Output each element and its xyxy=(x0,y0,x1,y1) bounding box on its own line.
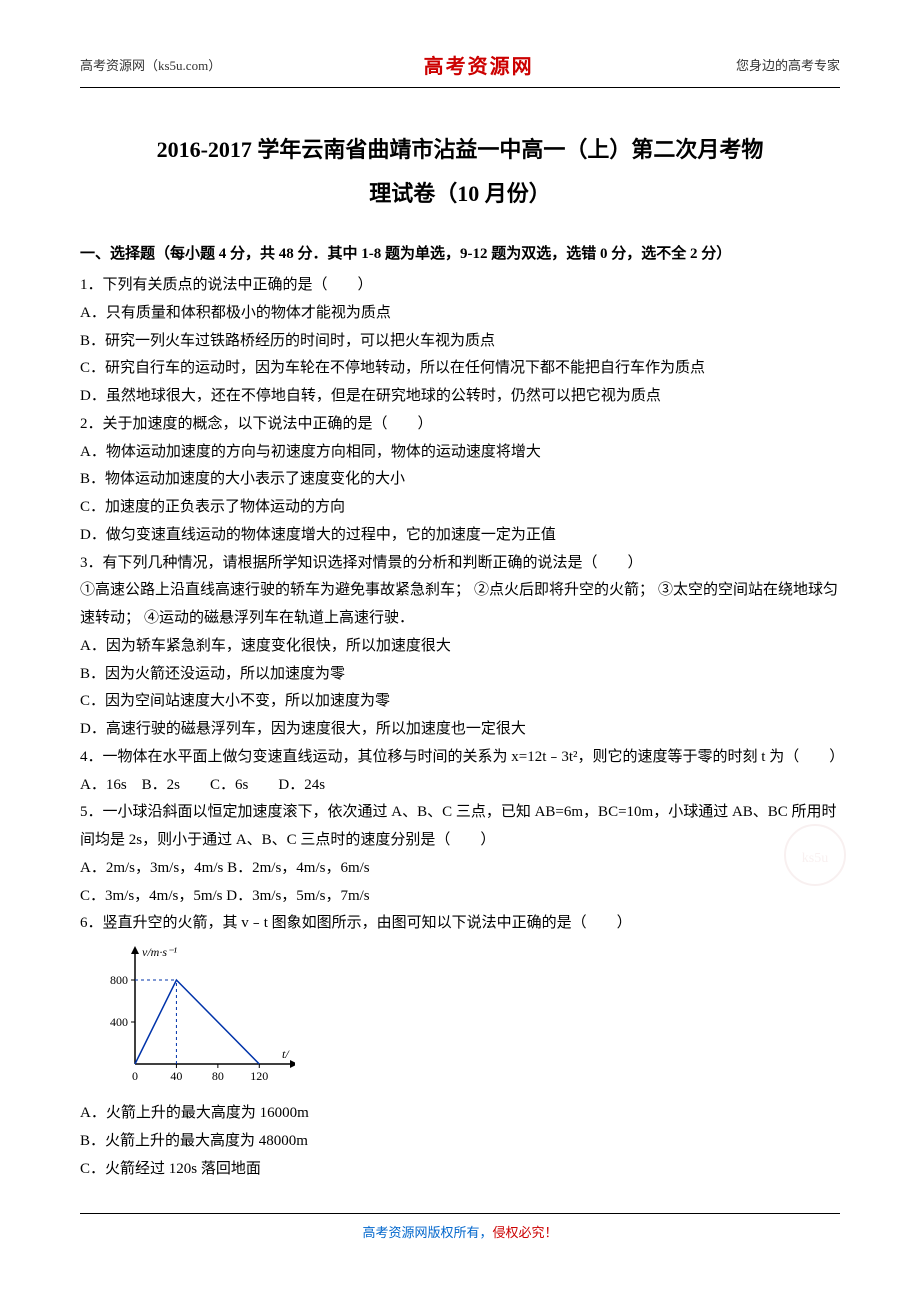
section-1-header: 一、选择题（每小题 4 分，共 48 分．其中 1-8 题为单选，9-12 题为… xyxy=(80,241,840,268)
q1-option-d: D．虽然地球很大，还在不停地自转，但是在研究地球的公转时，仍然可以把它视为质点 xyxy=(80,383,840,411)
q5-options-cd: C．3m/s，4m/s，5m/s D．3m/s，5m/s，7m/s xyxy=(80,883,840,911)
q3-option-a: A．因为轿车紧急刹车，速度变化很快，所以加速度很大 xyxy=(80,633,840,661)
svg-text:40: 40 xyxy=(170,1069,182,1083)
q5-options-ab: A．2m/s，3m/s，4m/s B．2m/s，4m/s，6m/s xyxy=(80,855,840,883)
header-center-logo: 高考资源网 xyxy=(424,50,534,79)
svg-text:t/: t/ xyxy=(282,1047,290,1061)
q2-stem: 2．关于加速度的概念，以下说法中正确的是（ ） xyxy=(80,411,840,439)
svg-text:800: 800 xyxy=(110,973,128,987)
q6-vt-chart: 400 800 0 40 80 120 v/m·s⁻¹ t/ xyxy=(100,944,840,1094)
q3-option-d: D．高速行驶的磁悬浮列车，因为速度很大，所以加速度也一定很大 xyxy=(80,716,840,744)
q3-stem: 3．有下列几种情况，请根据所学知识选择对情景的分析和判断正确的说法是（ ） xyxy=(80,550,840,578)
svg-text:400: 400 xyxy=(110,1015,128,1029)
q2-option-d: D．做匀变速直线运动的物体速度增大的过程中，它的加速度一定为正值 xyxy=(80,522,840,550)
q3-line-2: ②点火后即将升空的火箭； xyxy=(474,582,654,598)
q3-line-4: ④运动的磁悬浮列车在轨道上高速行驶． xyxy=(144,610,414,626)
exam-title: 2016-2017 学年云南省曲靖市沾益一中高一（上）第二次月考物 理试卷（10… xyxy=(80,128,840,216)
q1-option-b: B．研究一列火车过铁路桥经历的时间时，可以把火车视为质点 xyxy=(80,328,840,356)
q6-stem: 6．竖直升空的火箭，其 v﹣t 图象如图所示，由图可知以下说法中正确的是（ ） xyxy=(80,910,840,938)
footer-blue: 高考资源网版权所有， xyxy=(362,1225,492,1240)
header-right: 您身边的高考专家 xyxy=(736,55,840,74)
footer-red: 侵权必究！ xyxy=(493,1225,558,1240)
title-line-1: 2016-2017 学年云南省曲靖市沾益一中高一（上）第二次月考物 xyxy=(80,128,840,172)
svg-text:v/m·s⁻¹: v/m·s⁻¹ xyxy=(142,945,177,959)
q1-option-a: A．只有质量和体积都极小的物体才能视为质点 xyxy=(80,300,840,328)
q3-line-1: ①高速公路上沿直线高速行驶的轿车为避免事故紧急刹车； xyxy=(80,582,470,598)
q2-option-b: B．物体运动加速度的大小表示了速度变化的大小 xyxy=(80,466,840,494)
q4-stem: 4．一物体在水平面上做匀变速直线运动，其位移与时间的关系为 x=12t﹣3t²，… xyxy=(80,744,840,772)
q2-option-a: A．物体运动加速度的方向与初速度方向相同，物体的运动速度将增大 xyxy=(80,439,840,467)
header-left: 高考资源网（ks5u.com） xyxy=(80,55,221,74)
q3-option-c: C．因为空间站速度大小不变，所以加速度为零 xyxy=(80,688,840,716)
svg-text:0: 0 xyxy=(132,1069,138,1083)
q6-option-c: C．火箭经过 120s 落回地面 xyxy=(80,1156,840,1184)
q4-options: A．16s B．2s C．6s D．24s xyxy=(80,772,840,800)
page-header: 高考资源网（ks5u.com） 高考资源网 您身边的高考专家 xyxy=(80,50,840,88)
vt-chart-svg: 400 800 0 40 80 120 v/m·s⁻¹ t/ xyxy=(100,944,295,1089)
svg-text:120: 120 xyxy=(250,1069,268,1083)
q1-option-c: C．研究自行车的运动时，因为车轮在不停地转动，所以在任何情况下都不能把自行车作为… xyxy=(80,355,840,383)
q6-option-b: B．火箭上升的最大高度为 48000m xyxy=(80,1128,840,1156)
q3-option-b: B．因为火箭还没运动，所以加速度为零 xyxy=(80,661,840,689)
title-line-2: 理试卷（10 月份） xyxy=(80,172,840,216)
q6-option-a: A．火箭上升的最大高度为 16000m xyxy=(80,1100,840,1128)
q5-stem: 5．一小球沿斜面以恒定加速度滚下，依次通过 A、B、C 三点，已知 AB=6m，… xyxy=(80,799,840,855)
q1-stem: 1．下列有关质点的说法中正确的是（ ） xyxy=(80,272,840,300)
svg-text:80: 80 xyxy=(212,1069,224,1083)
q2-option-c: C．加速度的正负表示了物体运动的方向 xyxy=(80,494,840,522)
page-footer: 高考资源网版权所有，侵权必究！ xyxy=(80,1213,840,1241)
